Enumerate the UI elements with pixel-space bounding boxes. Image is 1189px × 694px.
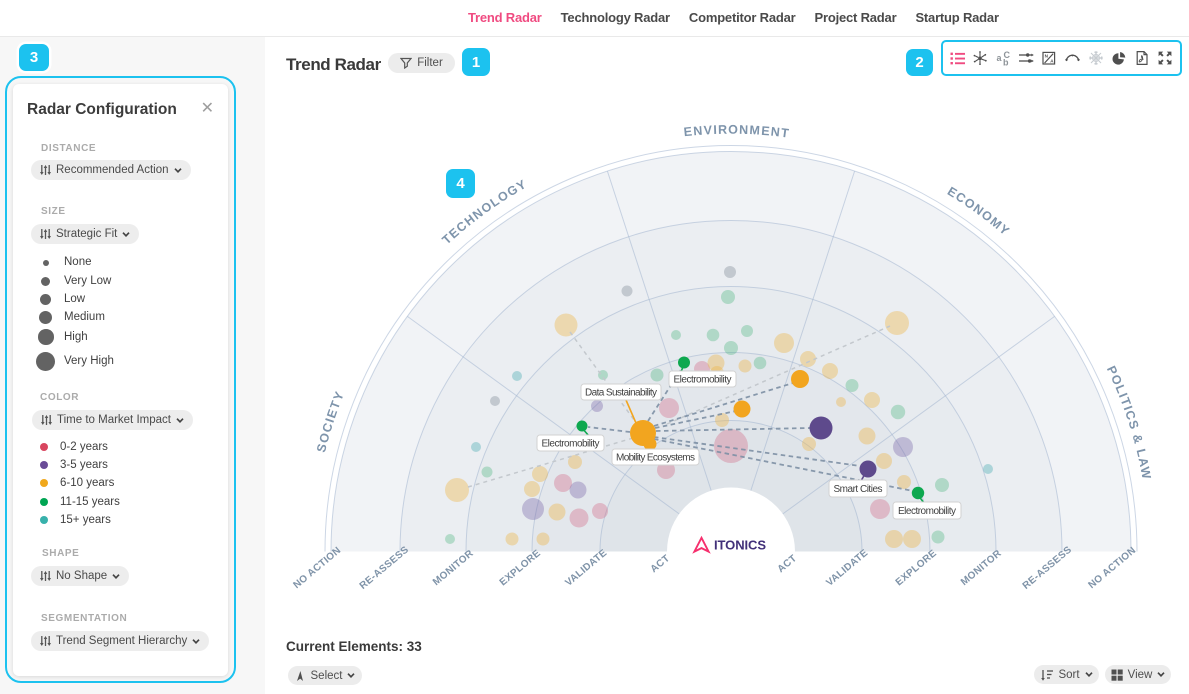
svg-text:ACT: ACT [776, 553, 800, 575]
svg-text:MONITOR: MONITOR [431, 548, 476, 588]
svg-text:RE-ASSESS: RE-ASSESS [358, 544, 411, 591]
svg-text:N: N [1045, 53, 1049, 58]
svg-text:ITONICS: ITONICS [714, 538, 767, 553]
svg-text:MONITOR: MONITOR [959, 548, 1004, 588]
svg-text:Electromobility: Electromobility [542, 439, 600, 450]
svg-text:Mobility Ecosystems: Mobility Ecosystems [616, 453, 695, 464]
svg-text:NO ACTION: NO ACTION [291, 545, 343, 591]
svg-text:Smart Cities: Smart Cities [834, 484, 883, 495]
svg-text:EXPLORE: EXPLORE [498, 548, 543, 589]
svg-text:NO ACTION: NO ACTION [1086, 545, 1138, 591]
svg-text:Electromobility: Electromobility [898, 506, 956, 517]
svg-text:RE-ASSESS: RE-ASSESS [1021, 544, 1074, 591]
svg-text:A: A [1050, 59, 1054, 64]
svg-text:b: b [1003, 58, 1009, 67]
svg-text:Data Sustainability: Data Sustainability [585, 388, 657, 399]
svg-text:C: C [1004, 50, 1011, 60]
svg-text:EXPLORE: EXPLORE [894, 548, 939, 589]
svg-text:VALIDATE: VALIDATE [824, 547, 870, 588]
svg-text:VALIDATE: VALIDATE [563, 547, 609, 588]
svg-text:ACT: ACT [649, 553, 673, 575]
svg-text:Electromobility: Electromobility [674, 375, 732, 386]
svg-text:a: a [997, 53, 1003, 63]
